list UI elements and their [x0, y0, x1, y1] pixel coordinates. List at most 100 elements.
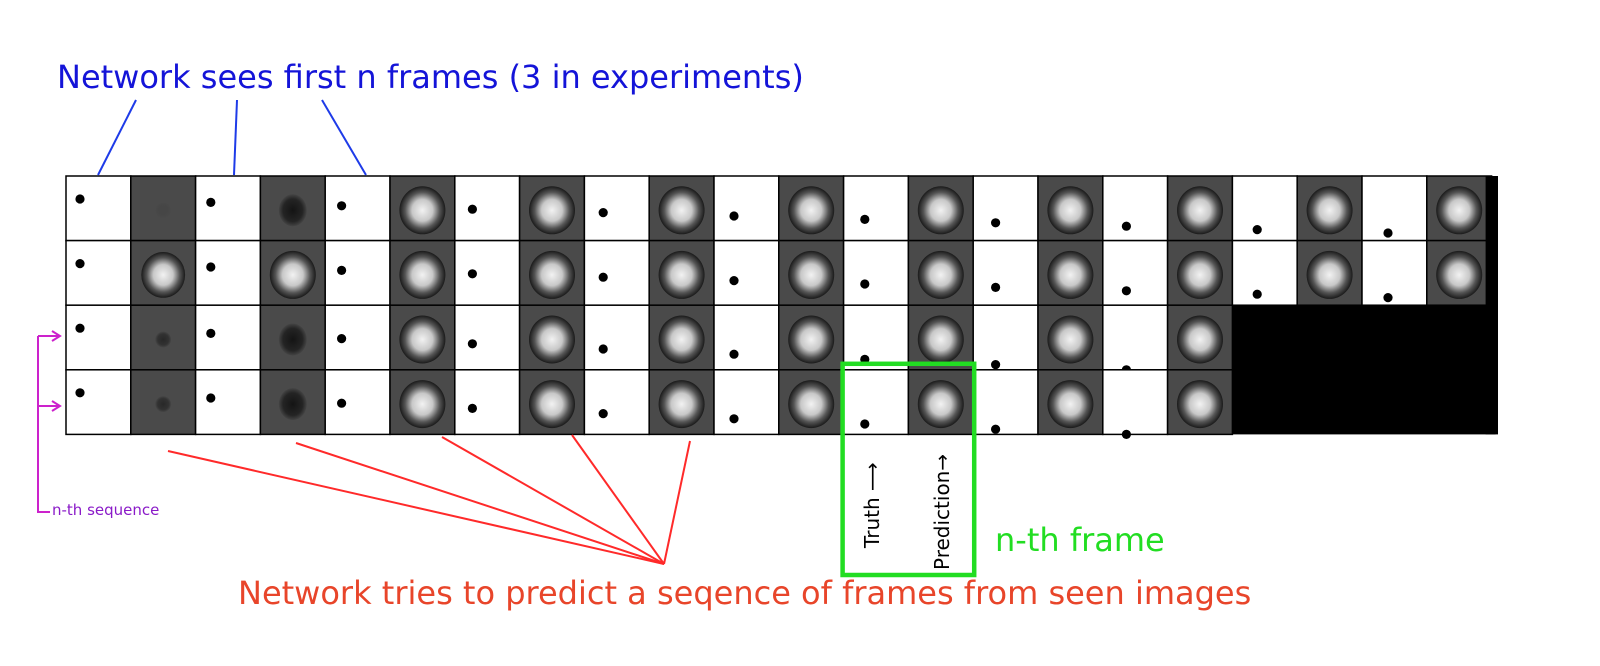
- prediction-blob: [788, 380, 835, 429]
- ball-dot: [206, 393, 216, 403]
- prediction-blob: [1436, 250, 1483, 299]
- ball-dot: [206, 262, 216, 272]
- prediction-blob: [1047, 315, 1094, 364]
- truth-frame: [1361, 239, 1428, 306]
- prediction-blob: [788, 250, 835, 299]
- frame-grid: [65, 175, 1498, 439]
- prediction-blob: [1177, 250, 1223, 299]
- ball-dot: [991, 282, 1001, 292]
- seen-pointer-line: [233, 99, 238, 176]
- ball-dot: [337, 265, 347, 275]
- nth-frame-label: n-th frame: [995, 521, 1165, 559]
- ball-dot: [729, 349, 739, 359]
- prediction-blob: [399, 380, 446, 429]
- ball-dot: [598, 272, 608, 282]
- ball-dot: [467, 403, 477, 413]
- ball-dot: [1121, 221, 1131, 231]
- truth-frame: [65, 175, 132, 242]
- truth-frame: [972, 175, 1039, 242]
- truth-frame: [972, 304, 1039, 371]
- truth-frame: [583, 239, 650, 306]
- truth-frame: [1102, 369, 1169, 436]
- truth-frame: [65, 304, 132, 371]
- truth-frame: [454, 304, 521, 371]
- truth-frame: [454, 239, 521, 306]
- ball-dot: [75, 259, 85, 269]
- prediction-blob: [788, 315, 835, 364]
- ball-dot: [729, 211, 739, 221]
- truth-frame: [842, 175, 910, 242]
- prediction-blob: [155, 396, 172, 413]
- prediction-blob: [1177, 315, 1223, 364]
- prediction-blob: [529, 380, 575, 429]
- ball-dot: [598, 208, 608, 218]
- truth-frame: [713, 304, 780, 371]
- truth-frame: [1102, 239, 1169, 306]
- ball-dot: [206, 328, 216, 338]
- prediction-frame: [130, 304, 197, 371]
- truth-frame: [454, 369, 521, 436]
- predict-pointer-line: [441, 436, 665, 565]
- ball-dot: [860, 279, 870, 289]
- prediction-blob: [155, 331, 172, 348]
- prediction-label: Prediction→: [930, 453, 954, 570]
- ball-dot: [991, 424, 1001, 434]
- prediction-blob: [1047, 250, 1094, 299]
- ball-dot: [729, 414, 739, 424]
- truth-frame: [65, 239, 132, 306]
- ball-dot: [991, 218, 1001, 228]
- prediction-blob: [658, 186, 705, 235]
- seen-frames-caption: Network sees first n frames (3 in experi…: [57, 58, 804, 96]
- prediction-blob: [658, 380, 705, 429]
- ball-dot: [1121, 286, 1131, 296]
- truth-frame: [324, 369, 391, 436]
- truth-label: Truth ⟶: [860, 462, 884, 548]
- truth-frame: [454, 175, 521, 242]
- seen-pointer-line: [321, 99, 367, 176]
- ball-dot: [1383, 228, 1393, 238]
- truth-frame: [842, 239, 910, 306]
- truth-frame: [194, 304, 262, 371]
- prediction-blob: [529, 186, 575, 235]
- predict-pointer-line: [295, 442, 665, 565]
- predict-pointer-line: [571, 434, 665, 565]
- truth-frame: [842, 304, 910, 371]
- predict-caption: Network tries to predict a seqence of fr…: [238, 574, 1252, 612]
- ball-dot: [337, 201, 347, 211]
- truth-frame: [583, 304, 650, 371]
- truth-frame: [1231, 175, 1298, 242]
- truth-frame: [194, 175, 262, 242]
- prediction-blob: [399, 315, 446, 364]
- prediction-blob: [399, 186, 446, 235]
- prediction-blob: [1177, 380, 1223, 429]
- prediction-blob: [155, 202, 172, 219]
- edge-strip: [1485, 176, 1496, 435]
- ball-dot: [860, 419, 870, 429]
- ball-dot: [337, 398, 347, 408]
- prediction-blob: [278, 323, 307, 356]
- ball-dot: [1121, 429, 1131, 439]
- ball-dot: [337, 334, 347, 344]
- prediction-blob: [269, 250, 316, 299]
- ball-dot: [75, 323, 85, 333]
- ball-dot: [1252, 225, 1262, 235]
- prediction-blob: [917, 250, 964, 299]
- ball-dot: [1383, 293, 1393, 303]
- prediction-blob: [1177, 186, 1223, 235]
- ball-dot: [729, 276, 739, 286]
- seen-pointer-line: [97, 99, 137, 176]
- truth-frame: [583, 175, 650, 242]
- ball-dot: [1252, 289, 1262, 299]
- prediction-blob: [1306, 250, 1353, 299]
- truth-frame: [194, 239, 262, 306]
- ball-dot: [75, 194, 85, 204]
- truth-frame: [583, 369, 650, 436]
- prediction-blob: [278, 194, 307, 227]
- annotation-lines: [37, 99, 977, 578]
- prediction-blob: [658, 250, 705, 299]
- prediction-blob: [917, 380, 964, 429]
- truth-frame: [1231, 239, 1298, 306]
- truth-frame: [65, 369, 132, 436]
- truth-frame: [1361, 175, 1428, 242]
- prediction-blob: [658, 315, 705, 364]
